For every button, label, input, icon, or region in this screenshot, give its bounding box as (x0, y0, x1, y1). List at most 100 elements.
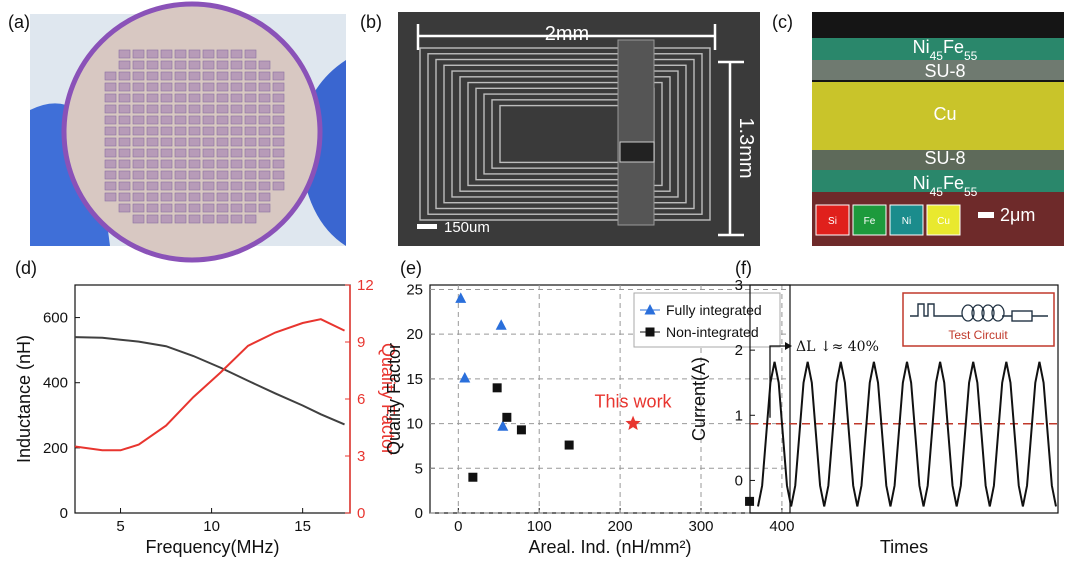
die (146, 104, 159, 114)
die (188, 148, 201, 158)
die (188, 170, 201, 180)
element: Fe (943, 37, 964, 57)
die (174, 214, 187, 224)
die (258, 203, 271, 213)
die (272, 137, 285, 147)
y-tick-label: 5 (415, 460, 423, 477)
die (188, 71, 201, 81)
die (202, 71, 215, 81)
die (216, 137, 229, 147)
die (258, 170, 271, 180)
arrow-head (785, 342, 792, 350)
die (132, 93, 145, 103)
layer-su8-top (812, 60, 1064, 80)
line (757, 361, 1057, 507)
die (146, 159, 159, 169)
die (258, 181, 271, 191)
die (188, 137, 201, 147)
die (132, 49, 145, 59)
y-tick-label: 10 (406, 416, 423, 433)
die (272, 104, 285, 114)
coil-turn (435, 58, 695, 210)
die (160, 203, 173, 213)
highlight-label: This work (595, 392, 673, 412)
annotation: ΔL ↓≈ 40% (796, 339, 879, 355)
element: Ni (913, 37, 930, 57)
layer-label: Cu (933, 104, 956, 124)
die (104, 181, 117, 191)
die (118, 82, 131, 92)
die (244, 148, 257, 158)
die (146, 148, 159, 158)
layer-nife-bottom (812, 170, 1064, 192)
die (160, 60, 173, 70)
die (230, 214, 243, 224)
y-tick-label: 20 (406, 326, 423, 343)
layer-label: Ni45Fe55 (913, 173, 978, 199)
die (188, 93, 201, 103)
width-label: 2mm (545, 23, 589, 45)
line (74, 336, 345, 426)
die (174, 93, 187, 103)
die (202, 192, 215, 202)
panel-label: (e) (400, 258, 422, 278)
inset-label: Test Circuit (948, 328, 1008, 342)
die (244, 60, 257, 70)
coil-spiral (419, 39, 711, 226)
x-tick-label: 200 (608, 518, 633, 535)
coil-turn (451, 70, 679, 198)
die (272, 181, 285, 191)
die (244, 126, 257, 136)
die (146, 60, 159, 70)
wafer-dies (104, 49, 285, 224)
die (216, 115, 229, 125)
plot-frame (749, 284, 1059, 514)
y-tick-label: 0 (415, 505, 423, 522)
y2-tick-label: 6 (357, 391, 365, 408)
die (216, 170, 229, 180)
die (216, 203, 229, 213)
die (174, 115, 187, 125)
layer-nife-top (812, 38, 1064, 60)
legend-frame (633, 292, 781, 348)
die (244, 170, 257, 180)
die (244, 137, 257, 147)
scale-bar (417, 224, 437, 229)
scale-bar (978, 212, 994, 218)
die (188, 159, 201, 169)
die (132, 170, 145, 180)
die (202, 93, 215, 103)
die (258, 93, 271, 103)
point (492, 383, 502, 393)
die (230, 71, 243, 81)
die (258, 192, 271, 202)
coil-pad (619, 141, 655, 163)
die (188, 115, 201, 125)
die (244, 82, 257, 92)
die (230, 159, 243, 169)
die (132, 181, 145, 191)
inset-coil (981, 304, 995, 322)
die (160, 181, 173, 191)
sem-panel: 2mm 1.3mm 150um (398, 12, 760, 246)
die (188, 60, 201, 70)
die (174, 159, 187, 169)
panel-label: (d) (15, 258, 37, 278)
die (132, 148, 145, 158)
y-tick-label: 0 (735, 472, 743, 489)
die (216, 60, 229, 70)
height-label: 1.3mm (735, 117, 757, 178)
die (230, 60, 243, 70)
annotation-arrow (769, 345, 788, 418)
subscript: 45 (930, 49, 944, 63)
die (272, 159, 285, 169)
panel-label: (c) (772, 12, 793, 32)
die (188, 214, 201, 224)
die (104, 104, 117, 114)
layer-label: Ni45Fe55 (913, 37, 978, 63)
die (202, 82, 215, 92)
die (230, 93, 243, 103)
y-axis-label: Current(A) (689, 357, 709, 441)
die (202, 126, 215, 136)
